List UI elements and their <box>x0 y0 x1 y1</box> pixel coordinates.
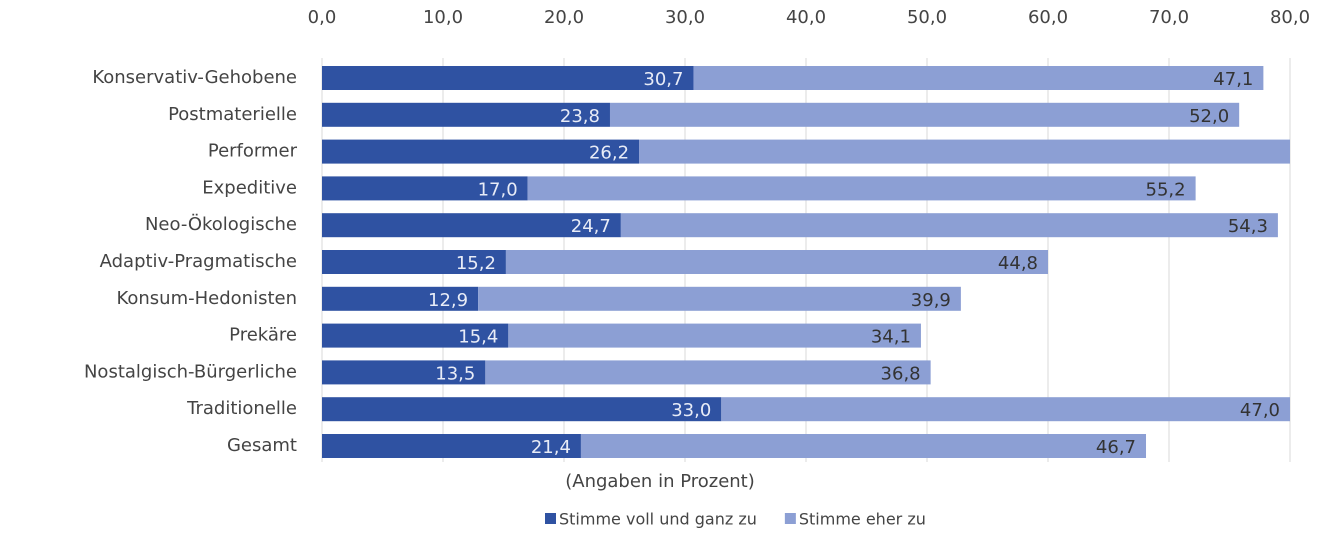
bar-segment <box>508 323 921 348</box>
x-tick-label: 40,0 <box>786 7 826 28</box>
bar-segment <box>527 176 1196 201</box>
bar-segment <box>322 434 581 458</box>
bar-segment <box>620 213 1278 238</box>
data-label: 15,2 <box>456 253 496 274</box>
y-tick-label: Prekäre <box>229 325 297 346</box>
y-tick-label: Neo-Ökologische <box>145 213 297 235</box>
y-tick-label: Konservativ-Gehobene <box>92 67 297 88</box>
bar-segment <box>322 102 610 127</box>
y-tick-label: Performer <box>208 141 298 162</box>
data-label: 47,1 <box>1213 69 1253 90</box>
bar-segment <box>721 397 1290 422</box>
x-axis-label: (Angaben in Prozent) <box>565 471 755 492</box>
data-label: 23,8 <box>560 106 600 127</box>
bar-segment <box>322 176 528 201</box>
bar-segment <box>322 66 694 90</box>
data-label: 36,8 <box>881 363 921 384</box>
bar-segment <box>322 286 479 311</box>
data-label: 26,2 <box>589 143 629 164</box>
bars <box>322 66 1290 458</box>
data-label: 34,1 <box>871 327 911 348</box>
data-label: 24,7 <box>571 216 611 237</box>
data-label: 30,7 <box>643 69 683 90</box>
y-tick-label: Postmaterielle <box>168 104 297 125</box>
x-tick-label: 70,0 <box>1149 7 1189 28</box>
bar-segment <box>322 360 486 385</box>
bar-segment <box>693 66 1264 90</box>
bar-segment <box>322 213 621 238</box>
legend-swatch <box>784 513 796 524</box>
data-label: 12,9 <box>428 290 468 311</box>
bar-segment <box>322 323 509 348</box>
bar-segment <box>322 397 722 422</box>
data-label: 47,0 <box>1240 400 1280 421</box>
bar-segment <box>639 139 1290 164</box>
legend-label: Stimme voll und ganz zu <box>559 510 757 529</box>
y-tick-label: Konsum-Hedonisten <box>116 288 297 309</box>
y-tick-label: Adaptiv-Pragmatische <box>100 251 297 272</box>
data-label: 46,7 <box>1096 437 1136 458</box>
legend-label: Stimme eher zu <box>799 510 926 529</box>
y-tick-label: Traditionelle <box>186 398 297 419</box>
x-tick-label: 50,0 <box>907 7 947 28</box>
data-label: 52,0 <box>1189 106 1229 127</box>
x-tick-label: 0,0 <box>308 7 337 28</box>
x-tick-label: 10,0 <box>423 7 463 28</box>
data-label: 21,4 <box>531 437 571 458</box>
data-label: 54,3 <box>1228 216 1268 237</box>
bar-segment <box>322 139 640 164</box>
x-tick-label: 60,0 <box>1028 7 1068 28</box>
data-label: 15,4 <box>458 327 498 348</box>
bar-segment <box>322 250 506 274</box>
data-label: 17,0 <box>478 179 518 200</box>
data-label: 44,8 <box>998 253 1038 274</box>
data-label: 13,5 <box>435 363 475 384</box>
x-tick-label: 80,0 <box>1270 7 1310 28</box>
bar-segment <box>478 286 961 311</box>
bar-segment <box>580 434 1147 458</box>
data-label: 33,0 <box>671 400 711 421</box>
data-label: 55,2 <box>1146 179 1186 200</box>
y-tick-label: Gesamt <box>227 435 297 456</box>
y-tick-label: Nostalgisch-Bürgerliche <box>84 361 297 382</box>
bar-segment <box>485 360 931 385</box>
bar-segment <box>505 250 1048 274</box>
legend-swatch <box>545 513 556 524</box>
y-tick-label: Expeditive <box>202 177 297 198</box>
data-label: 39,9 <box>911 290 951 311</box>
x-tick-label: 20,0 <box>544 7 584 28</box>
bar-segment <box>609 102 1240 127</box>
x-tick-label: 30,0 <box>665 7 705 28</box>
